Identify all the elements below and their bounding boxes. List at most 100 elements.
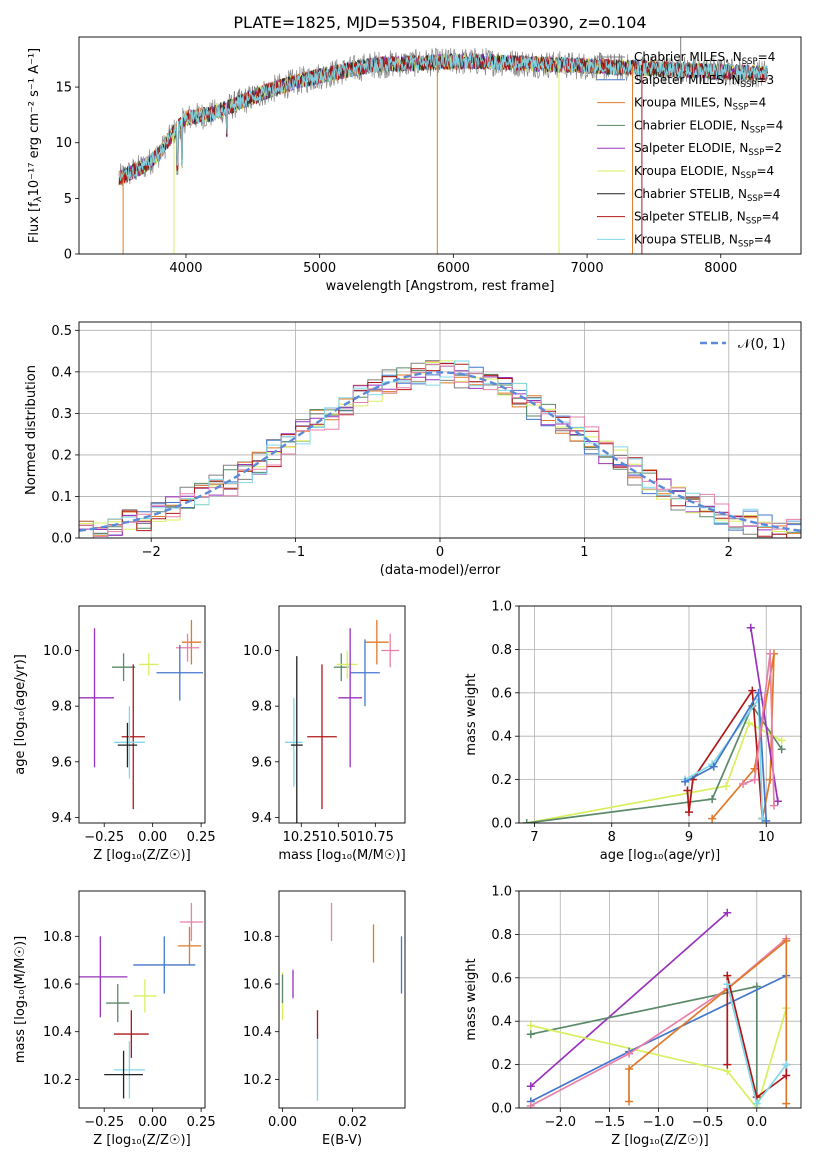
y-tick-label: 0.6 — [491, 971, 512, 986]
x-tick-label: 8 — [608, 830, 616, 845]
x-tick-label: −0.5 — [692, 1115, 724, 1130]
age_vs_Z-axes: −0.25 0.00 0.25 9.4 9.6 9.8 10.0 Z [log₁₀(Z/Z☉)… — [13, 644, 216, 863]
spectrum-line — [118, 53, 768, 181]
histogram-step — [79, 363, 801, 538]
x-tick-label: 10 — [758, 830, 775, 845]
errorbar-point — [113, 1010, 149, 1058]
legend-entry: 𝒩(0, 1) — [738, 337, 785, 352]
x-tick-label: 0.02 — [338, 1115, 367, 1130]
x-tick-label: 1 — [580, 545, 588, 560]
y-tick-label: 10.8 — [243, 930, 272, 945]
errorbar-point — [336, 650, 358, 679]
y-tick-label: 0.8 — [491, 928, 512, 943]
massweight_vs_Z-series — [526, 908, 791, 1108]
y-tick-label: 1.0 — [491, 885, 512, 900]
y-tick-label: 0 — [64, 248, 72, 263]
x-tick-label: −1.5 — [594, 1115, 626, 1130]
massweight_vs_age-axes: 7 8 9 10 0.0 0.2 0.4 0.6 0.8 1.0 age [log₁₀(age/yr… — [464, 600, 801, 863]
y-tick-label: 10.6 — [243, 978, 272, 993]
y-tick-label: 10.8 — [43, 930, 72, 945]
x-tick-label: 5000 — [303, 261, 336, 276]
errorbar-point — [133, 979, 157, 1013]
errorbar-point — [179, 902, 204, 942]
y-tick-label: 5 — [64, 192, 72, 207]
series-line — [684, 690, 768, 821]
histograms — [79, 360, 801, 538]
y-axis-label: age [log₁₀(age/yr)] — [13, 654, 28, 775]
x-tick-label: −2.0 — [544, 1115, 576, 1130]
x-tick-label: −1.0 — [643, 1115, 675, 1130]
y-tick-label: 10.0 — [43, 644, 72, 659]
y-tick-label: 0.4 — [491, 730, 512, 745]
x-axis-label: (data-model)/error — [380, 563, 501, 578]
y-tick-label: 9.8 — [51, 700, 72, 715]
errorbar-point — [121, 664, 145, 810]
series-marker — [709, 762, 718, 771]
errorbar-point — [284, 697, 303, 787]
x-axis-label: mass [log₁₀(M/M☉)] — [278, 848, 405, 863]
errorbar-point — [113, 706, 145, 779]
series-line — [530, 912, 728, 1087]
age_vs_mass-points — [284, 619, 400, 823]
y-tick-label: 10.0 — [243, 644, 272, 659]
y-tick-label: 0.0 — [491, 817, 512, 832]
y-axis-label: mass [log₁₀(M/M☉)] — [13, 936, 28, 1063]
y-tick-label: 0.2 — [491, 773, 512, 788]
series-marker — [708, 814, 717, 823]
spectrum-lines — [118, 37, 768, 254]
y-tick-label: 10.2 — [243, 1073, 272, 1088]
errorbar-point — [106, 984, 130, 1023]
y-tick-label: 0.3 — [51, 407, 72, 422]
series-marker — [777, 736, 786, 745]
y-tick-label: 0.6 — [491, 686, 512, 701]
y-tick-label: 0.5 — [51, 324, 72, 339]
axes-frame — [78, 36, 802, 255]
y-tick-label: 0.0 — [491, 1102, 512, 1117]
x-tick-label: 0 — [436, 545, 444, 560]
x-tick-label: 0.0 — [746, 1115, 767, 1130]
series-marker — [625, 1064, 634, 1073]
series-line — [526, 721, 783, 823]
errorbar-point — [79, 628, 114, 768]
errorbar-point — [290, 656, 303, 823]
series-marker — [769, 801, 778, 810]
y-tick-label: 0.4 — [51, 365, 72, 380]
legend-entry: Salpeter STELIB, NSSP=4 — [634, 210, 779, 227]
legend-entry: Chabrier ELODIE, NSSP=4 — [634, 118, 783, 135]
x-tick-label: 0.25 — [187, 1115, 216, 1130]
y-tick-label: 9.4 — [251, 811, 272, 826]
legend-entry: Kroupa MILES, NSSP=4 — [634, 96, 766, 113]
x-tick-label: 8000 — [704, 261, 737, 276]
mass_vs_ebv-axes: 0.00 0.02 10.2 10.4 10.6 10.8 E(B-V) — [243, 930, 367, 1148]
series-marker — [723, 980, 732, 989]
x-tick-label: 0.00 — [268, 1115, 297, 1130]
axes-frame — [78, 890, 206, 1109]
x-tick-label: −2 — [142, 545, 161, 560]
series-marker — [722, 782, 731, 791]
x-tick-label: 0.25 — [187, 830, 216, 845]
series-marker — [683, 786, 692, 795]
series-marker — [750, 775, 759, 784]
series-marker — [746, 623, 755, 632]
errorbar-point — [111, 653, 136, 682]
series-marker — [526, 1021, 535, 1030]
legend-entry: Salpeter MILES, NSSP=3 — [634, 73, 774, 90]
series-line — [530, 938, 787, 1107]
series-marker — [526, 1030, 535, 1039]
massweight_vs_Z-axes: −2.0 −1.5 −1.0 −0.5 0.0 0.0 0.2 0.4 0.6 0.8 1.0 Z [… — [464, 885, 801, 1148]
x-axis-label: Z [log₁₀(Z/Z☉)] — [93, 848, 190, 863]
x-tick-label: 0.00 — [138, 1115, 167, 1130]
errorbar-point — [364, 619, 389, 665]
series-line — [526, 704, 783, 823]
series-marker — [750, 764, 759, 773]
y-tick-label: 9.6 — [51, 755, 72, 770]
axes-frame — [78, 605, 206, 824]
x-tick-label: 10.25 — [283, 830, 320, 845]
y-tick-label: 1.0 — [491, 600, 512, 615]
series-marker — [777, 745, 786, 754]
series-marker — [684, 808, 693, 817]
age_vs_Z-points — [79, 619, 204, 810]
errorbar-point — [113, 1041, 145, 1099]
mass_vs_ebv-points — [281, 902, 403, 1101]
axes-frame — [518, 605, 802, 824]
